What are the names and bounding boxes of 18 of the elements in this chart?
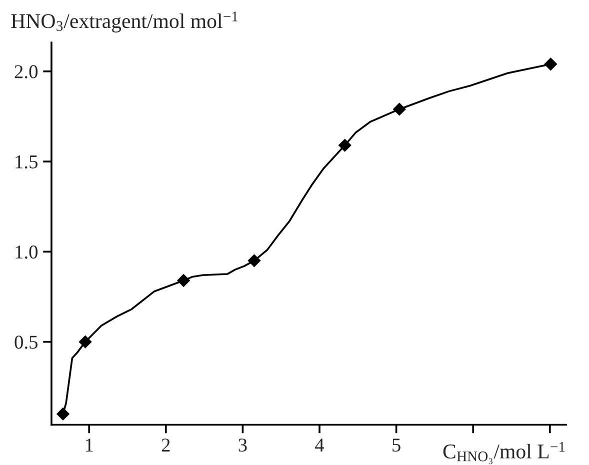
x-tick-label: 2 <box>162 438 170 452</box>
x-tick-label: 5 <box>392 438 400 452</box>
point <box>56 407 70 421</box>
point <box>248 254 261 268</box>
x-axis-title: C$_{HNO₃}$/mol L$^{−1}$ <box>443 442 565 464</box>
y-tick-label: 1.0 <box>16 245 38 259</box>
point <box>544 58 558 71</box>
point <box>78 335 92 348</box>
y-axis-title: HNO$_{3}$/extragent/mol mol$^{−1}$ <box>11 12 238 32</box>
x-tick-label: 4 <box>315 438 324 452</box>
x-tick-label: 3 <box>238 438 247 452</box>
x-tick-label: 1 <box>86 438 93 452</box>
y-tick-label: 0.5 <box>14 336 38 349</box>
y-tick-label: 1.5 <box>16 155 38 169</box>
point <box>176 274 190 288</box>
point <box>338 138 352 152</box>
y-tick-label: 2.0 <box>14 65 38 78</box>
point <box>392 102 406 116</box>
